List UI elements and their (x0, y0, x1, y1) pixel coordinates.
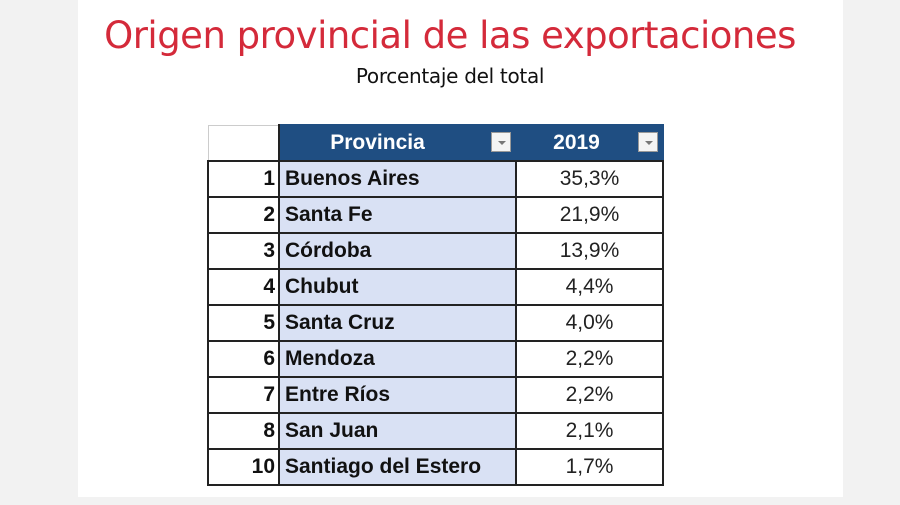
table-row: 7 Entre Ríos 2,2% (207, 376, 664, 414)
value-cell: 13,9% (515, 232, 664, 270)
chart-title: Origen provincial de las exportaciones (104, 14, 796, 57)
provincia-cell: Buenos Aires (278, 160, 517, 198)
provincia-cell: Santiago del Estero (278, 448, 517, 486)
rank-cell: 3 (207, 232, 280, 270)
rank-cell: 10 (207, 448, 280, 486)
filter-dropdown-icon[interactable] (638, 132, 658, 152)
table-row: 4 Chubut 4,4% (207, 268, 664, 306)
table-row: 10 Santiago del Estero 1,7% (207, 448, 664, 486)
table-row: 8 San Juan 2,1% (207, 412, 664, 450)
value-cell: 2,1% (515, 412, 664, 450)
table-row: 6 Mendoza 2,2% (207, 340, 664, 378)
rank-cell: 2 (207, 196, 280, 234)
header-2019-label: 2019 (553, 131, 600, 154)
rank-cell: 6 (207, 340, 280, 378)
filter-dropdown-icon[interactable] (491, 132, 511, 152)
value-cell: 1,7% (515, 448, 664, 486)
exports-table: Provincia 2019 1 Buenos Aires 35,3% 2 Santa … (207, 124, 664, 486)
value-cell: 21,9% (515, 196, 664, 234)
value-cell: 2,2% (515, 376, 664, 414)
header-rank-blank (207, 124, 280, 162)
table-row: 2 Santa Fe 21,9% (207, 196, 664, 234)
header-provincia: Provincia (278, 124, 517, 162)
value-cell: 4,4% (515, 268, 664, 306)
table-body: 1 Buenos Aires 35,3% 2 Santa Fe 21,9% 3 Córdoba… (207, 160, 664, 486)
provincia-cell: Santa Fe (278, 196, 517, 234)
rank-cell: 1 (207, 160, 280, 198)
header-provincia-label: Provincia (330, 131, 425, 154)
provincia-cell: Chubut (278, 268, 517, 306)
header-2019: 2019 (515, 124, 664, 162)
rank-cell: 7 (207, 376, 280, 414)
value-cell: 4,0% (515, 304, 664, 342)
value-cell: 35,3% (515, 160, 664, 198)
table-row: 1 Buenos Aires 35,3% (207, 160, 664, 198)
provincia-cell: Entre Ríos (278, 376, 517, 414)
table-row: 3 Córdoba 13,9% (207, 232, 664, 270)
rank-cell: 4 (207, 268, 280, 306)
value-cell: 2,2% (515, 340, 664, 378)
provincia-cell: Santa Cruz (278, 304, 517, 342)
table-row: 5 Santa Cruz 4,0% (207, 304, 664, 342)
provincia-cell: San Juan (278, 412, 517, 450)
rank-cell: 8 (207, 412, 280, 450)
rank-cell: 5 (207, 304, 280, 342)
provincia-cell: Mendoza (278, 340, 517, 378)
chart-subtitle: Porcentaje del total (355, 64, 545, 88)
header-row: Provincia 2019 (207, 124, 664, 162)
provincia-cell: Córdoba (278, 232, 517, 270)
